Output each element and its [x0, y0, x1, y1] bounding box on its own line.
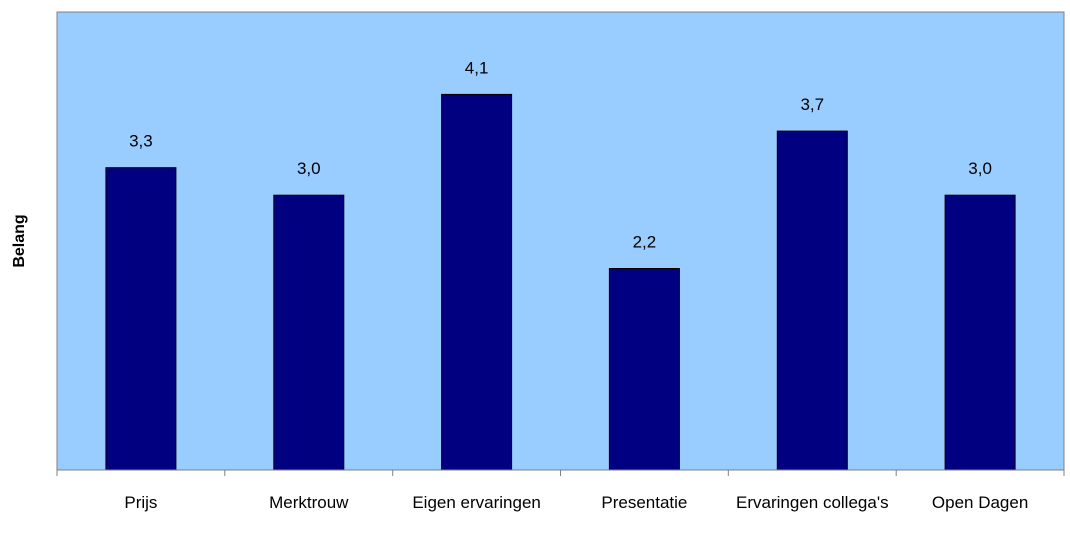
bar-6 [944, 194, 1016, 471]
x-axis-tick-labels: Prijs Merktrouw Eigen ervaringen Presentati… [124, 493, 1028, 512]
x-tick-label-2: Merktrouw [269, 493, 349, 512]
data-label-6: 3,0 [968, 159, 992, 178]
x-tick-label-5: Ervaringen collega's [736, 493, 889, 512]
data-label-4: 2,2 [633, 233, 657, 252]
x-tick-label-1: Prijs [124, 493, 157, 512]
data-labels-layer: 3,3 3,0 4,1 2,2 3,7 3,0 [129, 58, 992, 251]
x-axis-ticks [56, 470, 1065, 476]
bar-4 [608, 268, 680, 471]
data-label-5: 3,7 [800, 95, 824, 114]
data-label-3: 4,1 [465, 58, 489, 77]
data-label-1: 3,3 [129, 132, 153, 151]
data-label-2: 3,0 [297, 159, 321, 178]
bar-3 [441, 93, 513, 471]
bar-1 [105, 167, 177, 471]
bar-5 [776, 130, 848, 471]
x-tick-label-6: Open Dagen [932, 493, 1028, 512]
x-tick-label-3: Eigen ervaringen [412, 493, 541, 512]
x-tick-label-4: Presentatie [601, 493, 687, 512]
bar-2 [273, 194, 345, 471]
plot-area [56, 11, 1065, 471]
bars-layer [105, 93, 1016, 471]
y-axis-title: Belang [11, 214, 28, 267]
